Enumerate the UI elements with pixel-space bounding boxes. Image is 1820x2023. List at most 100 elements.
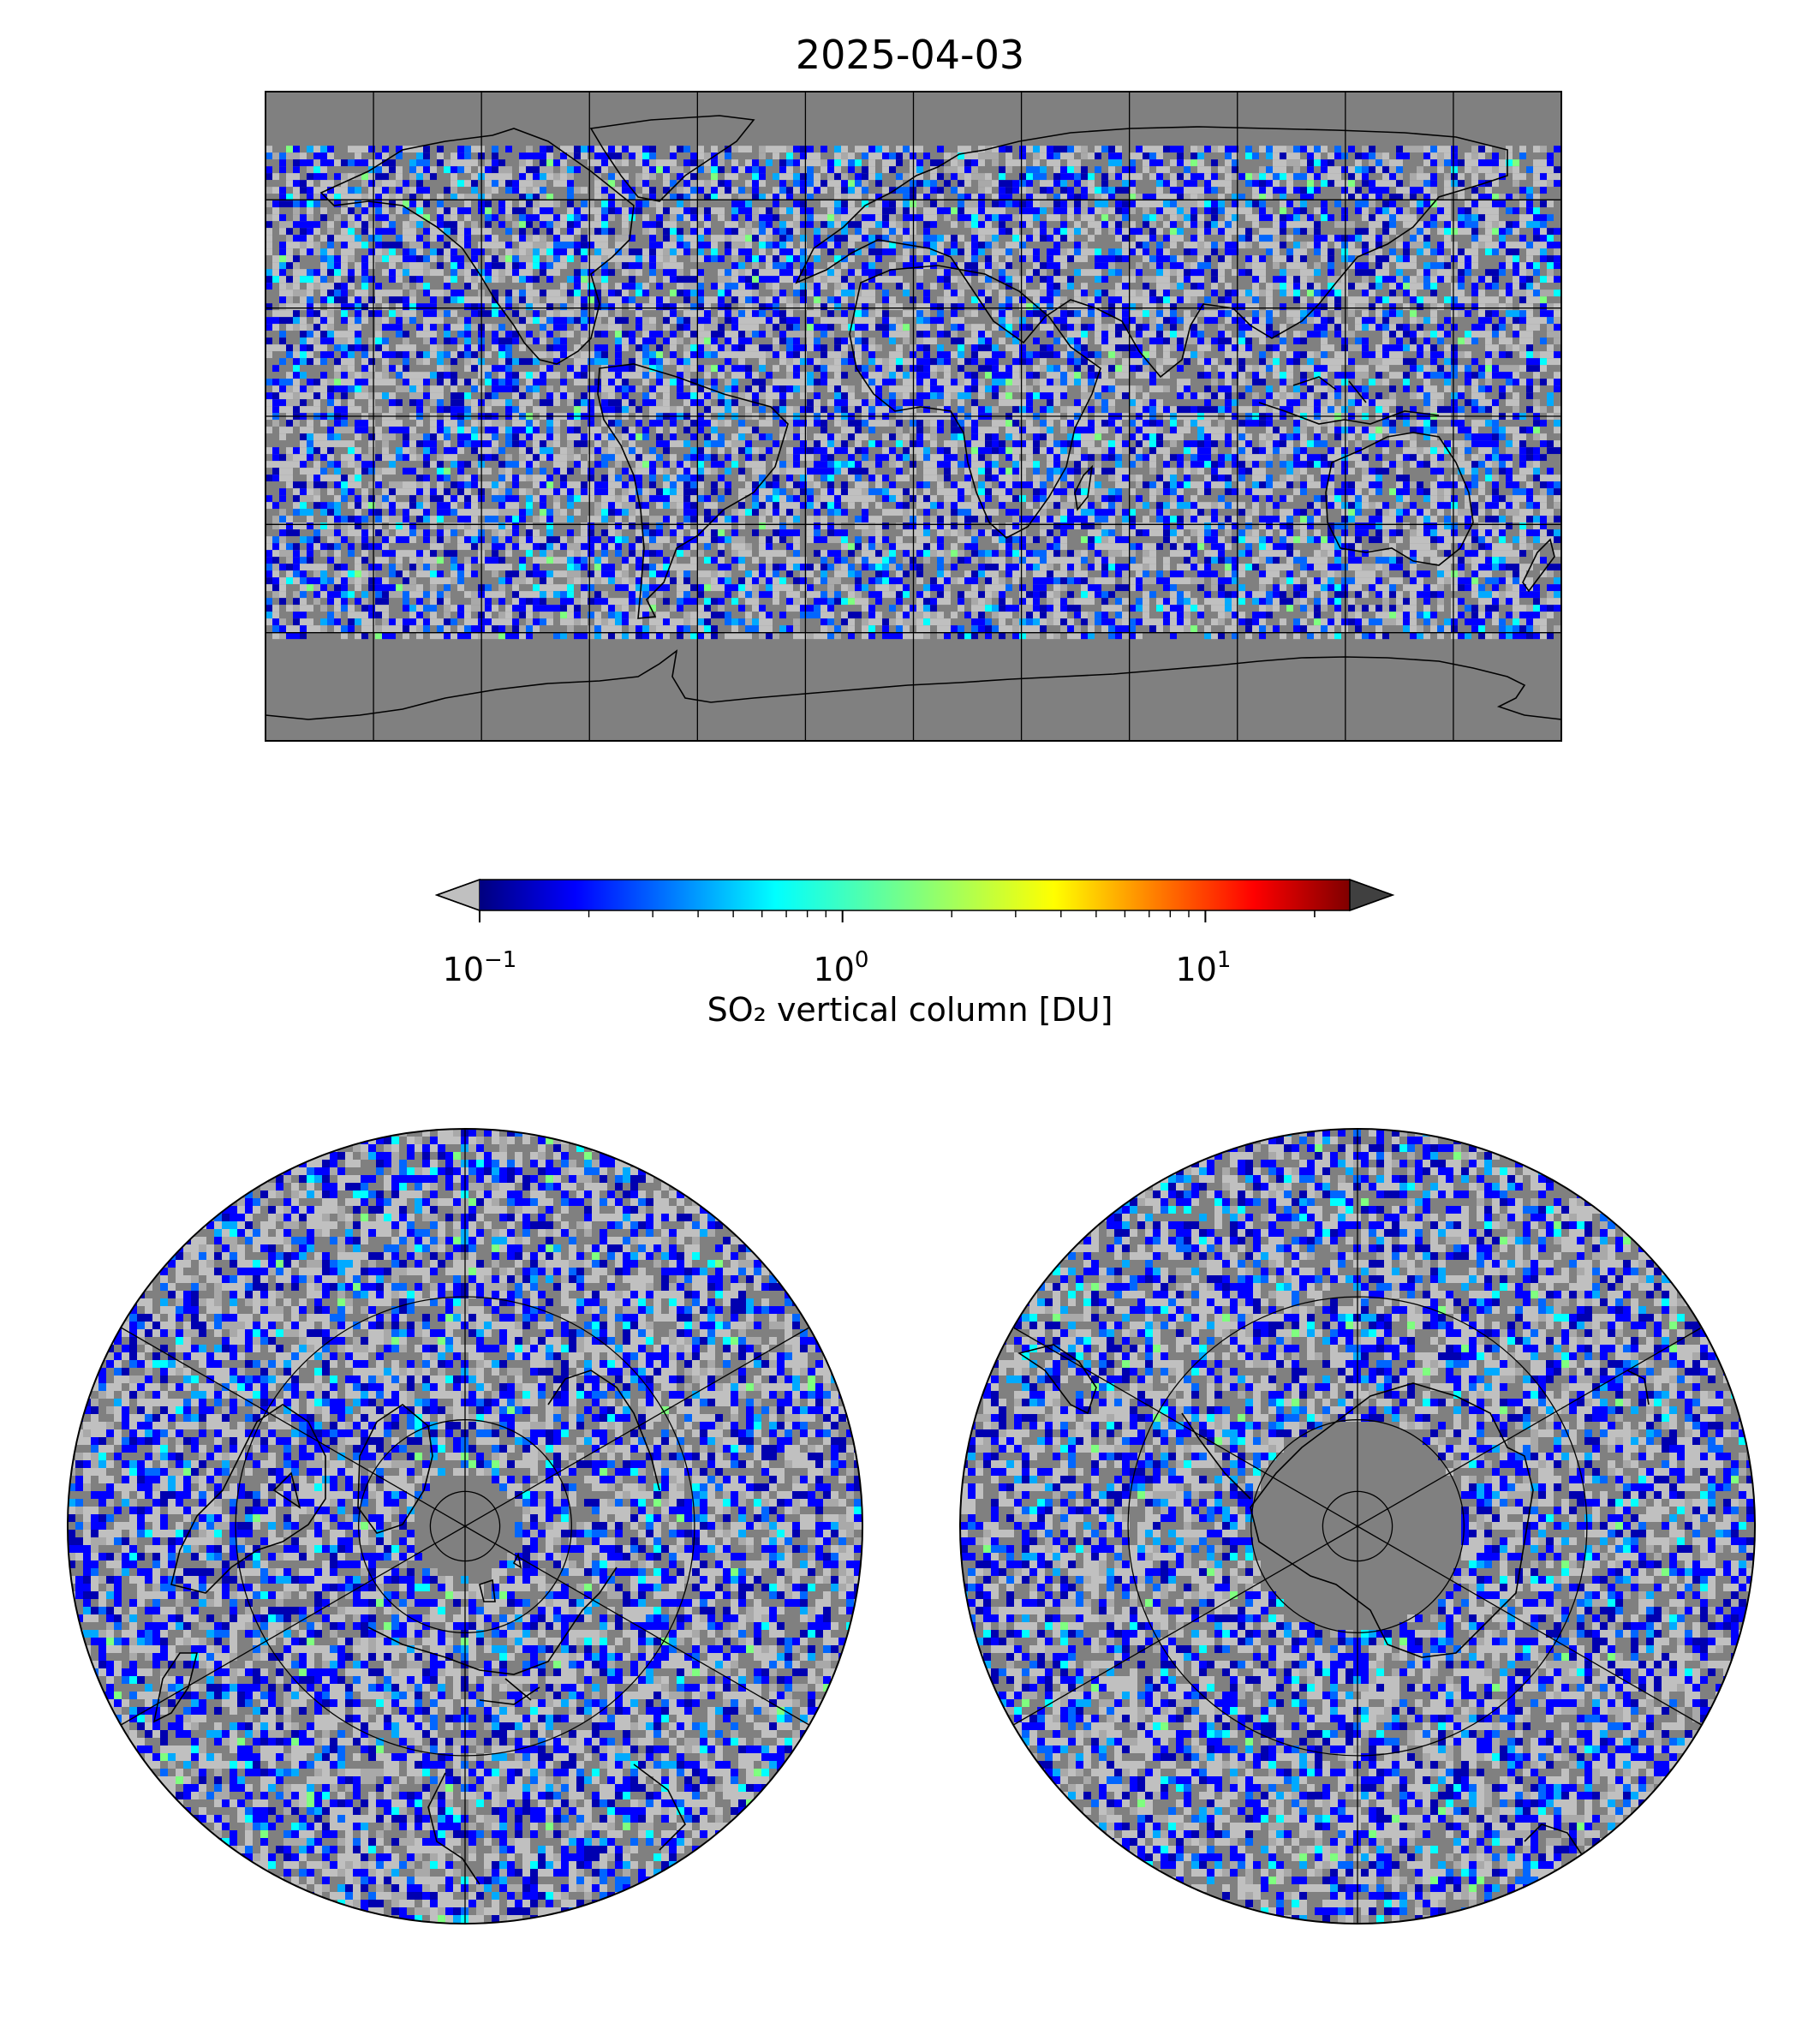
so2-pixel	[492, 194, 498, 201]
so2-pixel	[574, 159, 581, 167]
so2-pixel	[670, 200, 677, 208]
so2-pixel	[505, 146, 512, 153]
so2-pixel	[670, 207, 677, 215]
so2-pixel	[1465, 173, 1471, 181]
so2-pixel	[1026, 214, 1033, 222]
so2-pixel	[1108, 296, 1115, 304]
so2-pixel	[1101, 317, 1108, 325]
so2-pixel	[725, 214, 731, 222]
so2-pixel	[505, 194, 512, 201]
so2-pixel	[286, 146, 293, 153]
so2-pixel	[731, 200, 738, 208]
so2-pixel	[1012, 255, 1019, 263]
so2-pixel	[649, 262, 656, 270]
so2-pixel	[1122, 248, 1129, 256]
so2-pixel	[581, 303, 588, 311]
so2-pixel	[1355, 303, 1362, 311]
so2-pixel	[1307, 235, 1314, 242]
so2-pixel	[279, 187, 286, 194]
so2-pixel	[718, 303, 725, 311]
so2-pixel	[1108, 146, 1115, 153]
so2-pixel	[505, 159, 512, 167]
so2-pixel	[916, 276, 923, 283]
so2-pixel	[1362, 235, 1369, 242]
so2-pixel	[951, 194, 958, 201]
so2-pixel	[492, 228, 498, 236]
so2-pixel	[279, 214, 286, 222]
so2-pixel	[601, 269, 608, 277]
so2-pixel	[848, 255, 855, 263]
so2-pixel	[409, 248, 416, 256]
so2-pixel	[875, 242, 882, 249]
so2-pixel	[1389, 255, 1396, 263]
so2-pixel	[444, 146, 451, 153]
so2-pixel	[1314, 152, 1321, 160]
so2-pixel	[999, 187, 1005, 194]
so2-pixel	[903, 207, 910, 215]
so2-pixel	[656, 289, 663, 297]
so2-pixel	[882, 283, 889, 290]
so2-pixel	[1047, 235, 1053, 242]
so2-pixel	[1163, 173, 1170, 181]
so2-pixel	[1485, 317, 1492, 325]
so2-pixel	[690, 317, 697, 325]
so2-pixel	[1403, 200, 1410, 208]
so2-pixel	[923, 146, 930, 153]
so2-pixel	[355, 283, 361, 290]
so2-pixel	[594, 242, 601, 249]
so2-pixel	[1348, 283, 1355, 290]
so2-pixel	[731, 166, 738, 174]
so2-pixel	[1355, 296, 1362, 304]
so2-pixel	[1074, 310, 1081, 318]
so2-pixel	[512, 310, 519, 318]
so2-pixel	[1465, 276, 1471, 283]
so2-pixel	[615, 221, 622, 229]
so2-pixel	[1095, 152, 1101, 160]
so2-pixel	[464, 310, 471, 318]
so2-pixel	[820, 200, 827, 208]
so2-pixel	[1382, 166, 1389, 174]
so2-pixel	[985, 194, 992, 201]
so2-pixel	[1245, 262, 1252, 270]
so2-pixel	[1232, 276, 1238, 283]
so2-pixel	[985, 207, 992, 215]
so2-pixel	[341, 146, 348, 153]
so2-pixel	[348, 242, 355, 249]
so2-pixel	[1547, 214, 1554, 222]
so2-pixel	[738, 276, 745, 283]
so2-pixel	[581, 228, 588, 236]
so2-pixel	[1444, 194, 1451, 201]
so2-pixel	[451, 289, 457, 297]
so2-pixel	[683, 283, 690, 290]
so2-pixel	[1334, 248, 1341, 256]
so2-pixel	[1040, 214, 1047, 222]
so2-pixel	[827, 303, 834, 311]
so2-pixel	[848, 221, 855, 229]
so2-pixel	[396, 173, 403, 181]
so2-pixel	[793, 159, 800, 167]
so2-pixel	[1334, 242, 1341, 249]
so2-pixel	[533, 146, 540, 153]
so2-pixel	[677, 146, 683, 153]
so2-pixel	[464, 324, 471, 331]
so2-pixel	[1430, 296, 1437, 304]
so2-pixel	[1053, 317, 1060, 325]
so2-pixel	[1170, 303, 1177, 311]
so2-pixel	[451, 228, 457, 236]
so2-pixel	[759, 146, 766, 153]
so2-pixel	[958, 159, 964, 167]
so2-pixel	[574, 289, 581, 297]
so2-pixel	[1204, 146, 1211, 153]
so2-pixel	[1081, 214, 1088, 222]
so2-pixel	[300, 173, 307, 181]
so2-pixel	[1101, 269, 1108, 277]
so2-pixel	[533, 303, 540, 311]
so2-pixel	[423, 248, 430, 256]
so2-pixel	[1273, 221, 1280, 229]
so2-pixel	[1115, 276, 1122, 283]
so2-pixel	[437, 303, 444, 311]
so2-pixel	[1362, 283, 1369, 290]
so2-pixel	[1519, 187, 1526, 194]
so2-pixel	[958, 255, 964, 263]
so2-pixel	[341, 310, 348, 318]
